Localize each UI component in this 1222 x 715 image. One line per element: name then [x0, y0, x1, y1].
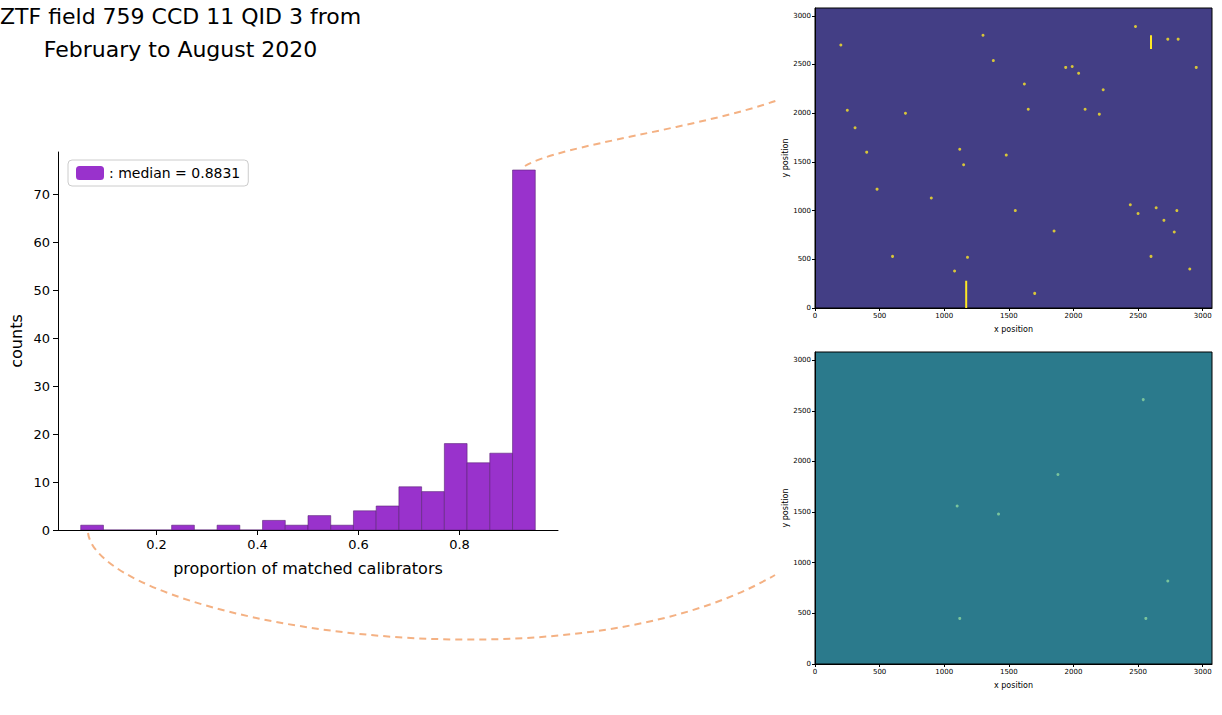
svg-text:counts: counts [7, 314, 26, 367]
svg-text:3000: 3000 [793, 356, 811, 364]
svg-text:1000: 1000 [793, 559, 811, 567]
svg-text:y position: y position [781, 139, 790, 178]
svg-text:y position: y position [781, 489, 790, 528]
svg-text:2000: 2000 [1065, 312, 1083, 320]
svg-text:0.6: 0.6 [348, 537, 369, 552]
svg-text:1500: 1500 [793, 508, 811, 516]
svg-text:2500: 2500 [793, 407, 811, 415]
svg-text:70: 70 [33, 187, 50, 202]
svg-text:February to August 2020: February to August 2020 [44, 37, 318, 62]
svg-text:ZTF field 759 CCD 11 QID 3 fro: ZTF field 759 CCD 11 QID 3 from [0, 4, 361, 29]
svg-text:0: 0 [807, 304, 811, 312]
svg-text:1500: 1500 [1000, 668, 1018, 676]
svg-text:0.8: 0.8 [449, 537, 470, 552]
svg-text:1000: 1000 [793, 207, 811, 215]
svg-text:1500: 1500 [1000, 312, 1018, 320]
svg-text:10: 10 [33, 475, 50, 490]
svg-text:3000: 3000 [1194, 668, 1212, 676]
svg-text:50: 50 [33, 283, 50, 298]
svg-text:0.4: 0.4 [247, 537, 268, 552]
svg-text:0: 0 [807, 660, 811, 668]
svg-text:x position: x position [994, 681, 1033, 690]
svg-text:2500: 2500 [1129, 668, 1147, 676]
svg-text:2500: 2500 [1129, 312, 1147, 320]
svg-text:2500: 2500 [793, 60, 811, 68]
svg-text:30: 30 [33, 379, 50, 394]
svg-text:3000: 3000 [793, 12, 811, 20]
svg-text:0: 0 [813, 668, 817, 676]
svg-text:2000: 2000 [793, 457, 811, 465]
svg-text:20: 20 [33, 427, 50, 442]
svg-text:: median = 0.8831: : median = 0.8831 [109, 165, 240, 181]
svg-text:40: 40 [33, 331, 50, 346]
svg-text:500: 500 [798, 255, 811, 263]
svg-text:500: 500 [873, 312, 886, 320]
svg-text:60: 60 [33, 235, 50, 250]
svg-text:500: 500 [873, 668, 886, 676]
svg-text:2000: 2000 [793, 109, 811, 117]
svg-text:0.2: 0.2 [146, 537, 167, 552]
svg-text:2000: 2000 [1065, 668, 1083, 676]
svg-text:1000: 1000 [935, 668, 953, 676]
svg-text:0: 0 [42, 523, 50, 538]
svg-text:3000: 3000 [1194, 312, 1212, 320]
svg-text:1000: 1000 [935, 312, 953, 320]
svg-text:x position: x position [994, 325, 1033, 334]
svg-text:0: 0 [813, 312, 817, 320]
svg-text:proportion of matched calibrat: proportion of matched calibrators [173, 559, 443, 578]
svg-text:1500: 1500 [793, 158, 811, 166]
svg-text:500: 500 [798, 609, 811, 617]
